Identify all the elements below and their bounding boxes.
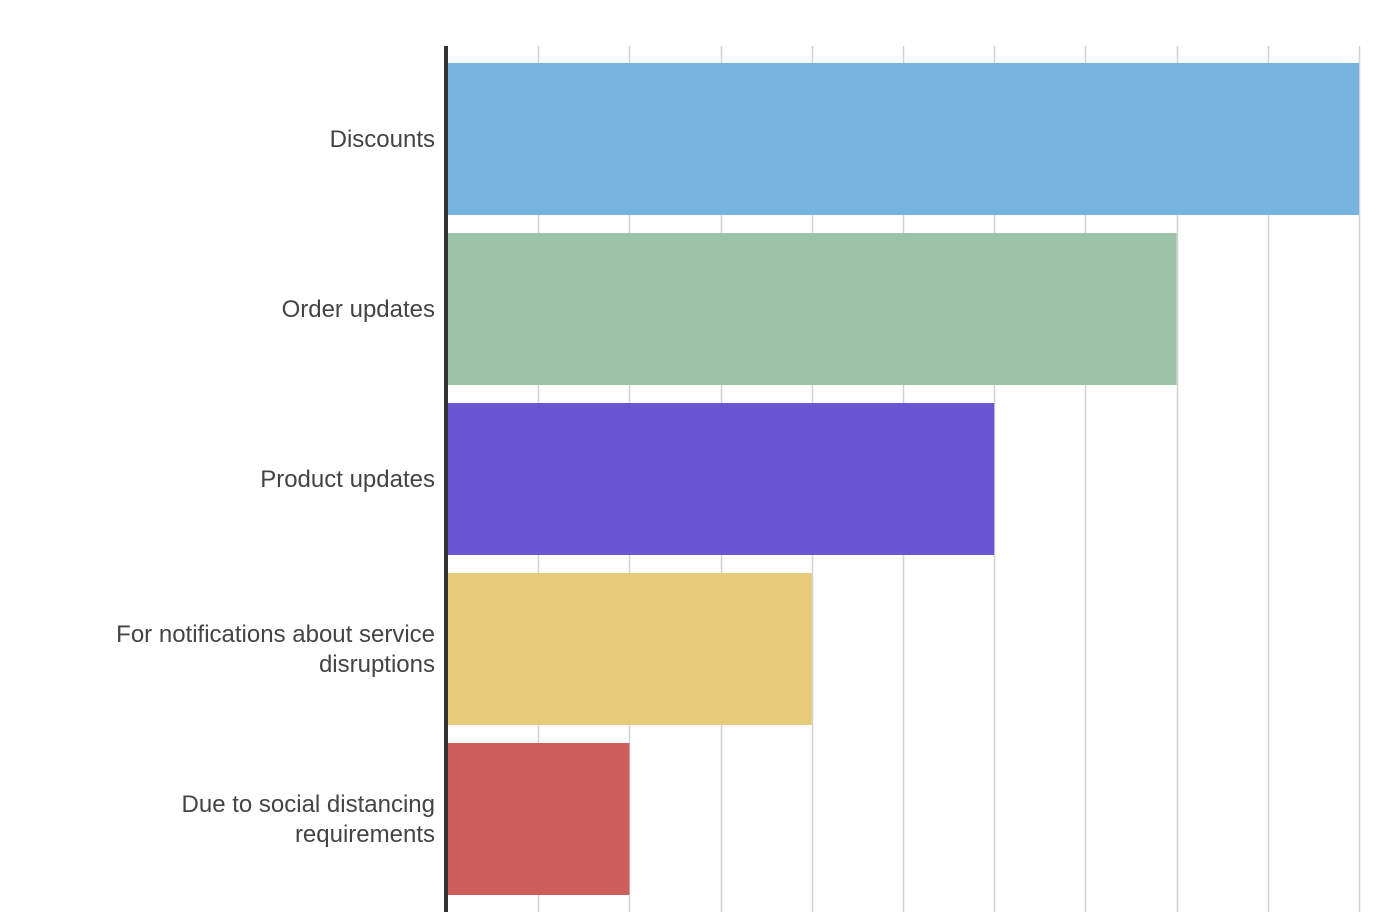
category-label: Discounts: [330, 126, 435, 153]
bars: [447, 63, 1359, 895]
bar-for-notifications-about-service-disruptions: [447, 573, 812, 725]
category-label: Order updates: [282, 296, 435, 323]
bar-due-to-social-distancing-requirements: [447, 743, 630, 895]
bar-order-updates: [447, 233, 1177, 385]
category-label: For notifications about service disruptio…: [116, 621, 435, 678]
category-label: Product updates: [260, 466, 435, 493]
bar-product-updates: [447, 403, 995, 555]
bar-discounts: [447, 63, 1359, 215]
category-labels: Discounts Order updates Product updates For…: [116, 126, 435, 848]
category-label: Due to social distancing requirements: [182, 791, 435, 848]
